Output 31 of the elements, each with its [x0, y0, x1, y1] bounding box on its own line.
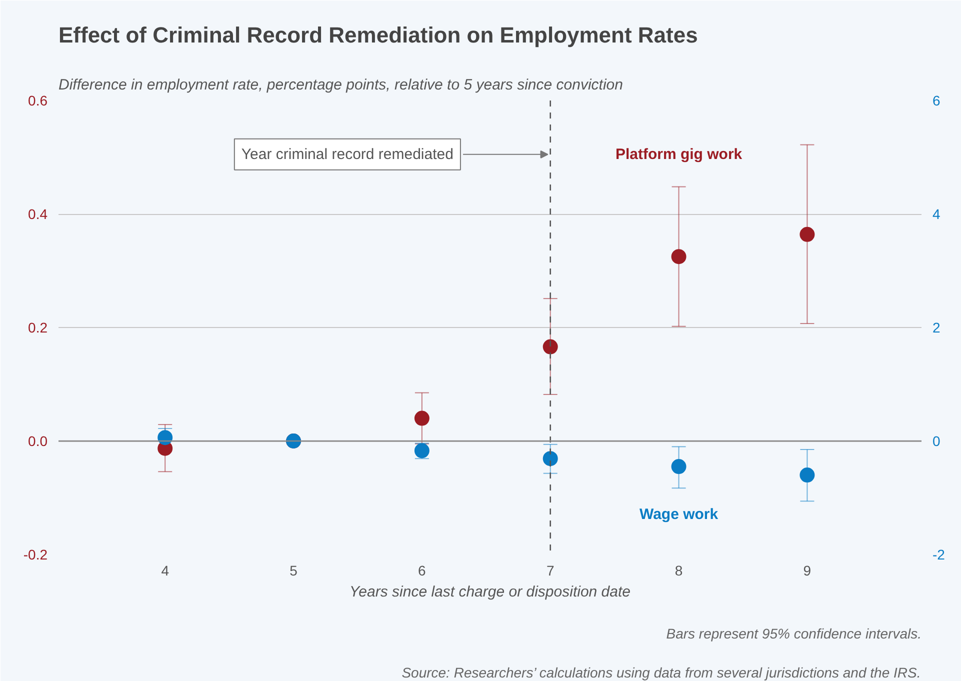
- text: Platform gig work: [615, 146, 743, 163]
- point: [800, 468, 815, 483]
- y2-tick-label: -2: [932, 546, 946, 562]
- point: [671, 459, 686, 474]
- y-tick-label: 0.0: [28, 433, 48, 449]
- y-tick-label: 0.2: [28, 320, 48, 336]
- y2-tick-label: 0: [932, 433, 940, 449]
- y2-tick-label: 2: [932, 320, 940, 336]
- x-tick-label: 5: [290, 562, 298, 578]
- y-tick-label: -0.2: [23, 546, 48, 562]
- point: [542, 451, 558, 466]
- y2-tick-label: 4: [932, 206, 940, 222]
- x-tick-label: 8: [674, 562, 683, 578]
- point: [671, 249, 686, 264]
- x-tick-label: 6: [418, 562, 426, 578]
- annotation: Year criminal record remediated: [241, 146, 454, 163]
- point: [800, 226, 815, 242]
- point: [414, 410, 430, 426]
- y-axis-title: Difference in employment rate, percentage points, relative to 5 years since conviction: [58, 76, 623, 94]
- point: [542, 339, 558, 354]
- source-note: Source: Researchers’ calculations using data from several jurisdictions and the IRS.: [402, 664, 921, 680]
- x-tick-label: 7: [546, 562, 554, 578]
- text: Wage work: [639, 506, 719, 524]
- y2-tick-label: 6: [932, 92, 940, 108]
- x-axis-title: Years since last charge or disposition date: [350, 584, 631, 600]
- text: Bars represent 95% confidence intervals.: [666, 626, 922, 642]
- x-tick-label: 9: [803, 562, 812, 578]
- x-tick-label: 4: [161, 562, 170, 578]
- chart-title: Effect of Criminal Record Remediation on Employment Rates: [58, 22, 698, 48]
- y-tick-label: 0.6: [28, 92, 48, 108]
- y-tick-label: 0.4: [28, 206, 48, 222]
